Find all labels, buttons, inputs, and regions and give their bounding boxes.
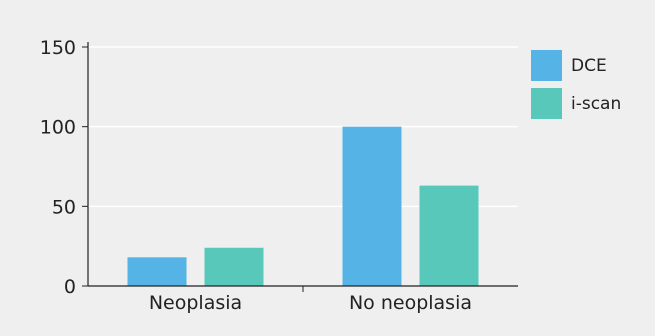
bar-dce-no-neoplasia xyxy=(342,126,402,287)
legend-label: DCE xyxy=(571,56,607,76)
gridlines xyxy=(88,46,518,208)
axes xyxy=(82,42,518,292)
bars xyxy=(127,126,479,287)
y-tick-label: 50 xyxy=(52,196,76,218)
y-tick-label: 0 xyxy=(64,276,76,298)
bar-i-scan-no-neoplasia xyxy=(419,185,479,286)
legend-swatch xyxy=(531,88,562,119)
bar-i-scan-neoplasia xyxy=(204,247,264,286)
legend-swatch xyxy=(531,50,562,81)
legend: DCE i-scan xyxy=(531,50,621,119)
y-tick-label: 150 xyxy=(40,37,76,59)
x-tick-label: No neoplasia xyxy=(349,292,472,314)
y-tick-label: 100 xyxy=(40,117,76,139)
legend-label: i-scan xyxy=(571,94,621,114)
x-tick-label: Neoplasia xyxy=(149,292,242,314)
y-tick-labels: 0 50 100 150 xyxy=(40,37,76,298)
bar-dce-neoplasia xyxy=(127,257,187,286)
x-tick-labels: Neoplasia No neoplasia xyxy=(149,292,472,314)
